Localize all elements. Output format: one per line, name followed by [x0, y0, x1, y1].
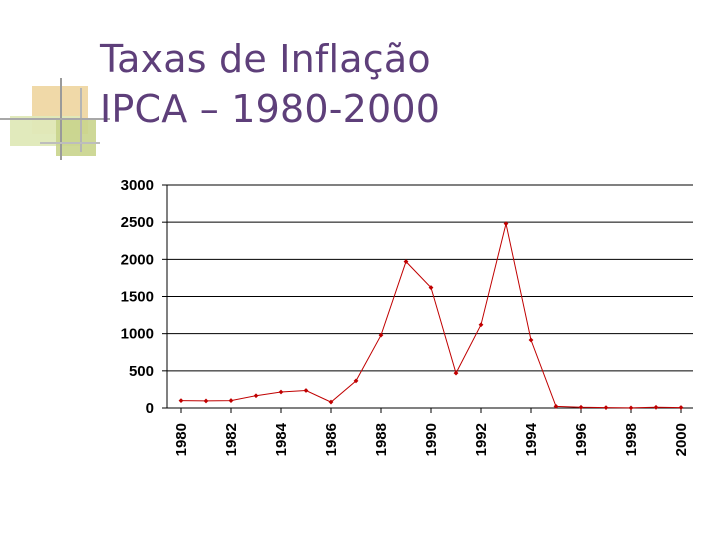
data-point-2000 [678, 405, 684, 410]
decor-horizontal-line-2 [40, 142, 100, 144]
decor-horizontal-line [0, 118, 110, 120]
data-point-1983 [253, 393, 259, 399]
slide-title: Taxas de Inflação IPCA – 1980-2000 [100, 34, 440, 134]
data-point-1988 [378, 332, 384, 338]
x-tick-label-1990: 1990 [423, 423, 440, 456]
slide-title-line-2: IPCA – 1980-2000 [100, 87, 441, 131]
x-tick-labels: 1980 1982 1984 1986 1988 1990 1992 1994 1996 1998… [173, 422, 690, 456]
data-point-1997 [603, 405, 609, 411]
data-point-1991 [453, 370, 459, 376]
data-point-1996 [578, 404, 584, 410]
x-tick-label-1984: 1984 [273, 422, 290, 456]
x-tick-label-1986: 1986 [323, 423, 340, 456]
x-tick-label-1996: 1996 [573, 423, 590, 456]
y-tick-label-0: 0 [146, 400, 154, 417]
slide-title-line-1: Taxas de Inflação [100, 37, 431, 81]
y-tick-label-3000: 3000 [121, 177, 154, 194]
series-line-ipca [180, 223, 682, 409]
x-tick-label-1980: 1980 [173, 423, 190, 456]
data-point-1992 [478, 322, 484, 328]
data-point-1998 [628, 405, 634, 411]
x-tick-label-1982: 1982 [223, 423, 240, 456]
series-ipca [178, 221, 684, 411]
data-point-1993 [503, 221, 509, 227]
data-point-1995 [553, 403, 559, 409]
y-tick-label-500: 500 [129, 363, 154, 380]
data-point-1981 [203, 398, 209, 404]
x-tick-label-1988: 1988 [373, 423, 390, 456]
data-point-1987 [353, 378, 359, 384]
x-tick-label-1992: 1992 [473, 423, 490, 456]
y-tick-label-2500: 2500 [121, 214, 154, 231]
data-point-1999 [653, 404, 659, 410]
x-tick-label-1994: 1994 [523, 422, 540, 456]
y-tick-label-2000: 2000 [121, 251, 154, 268]
x-tick-label-1998: 1998 [623, 423, 640, 456]
data-point-1994 [528, 337, 534, 343]
data-point-1989 [403, 259, 409, 264]
data-point-1982 [228, 398, 234, 403]
gridlines [167, 184, 693, 372]
data-point-1986 [328, 399, 334, 405]
decor-vertical-line-2 [80, 88, 82, 152]
data-point-1990 [428, 285, 434, 290]
y-tick-labels: 0 500 1000 1500 2000 2500 3000 [121, 177, 154, 417]
y-tick-label-1000: 1000 [121, 326, 154, 343]
x-tick-label-2000: 2000 [673, 423, 690, 456]
data-point-1985 [303, 388, 309, 393]
data-point-1984 [278, 389, 284, 395]
decor-square-olive [56, 118, 96, 156]
axes [162, 184, 693, 413]
data-point-1980 [178, 398, 184, 404]
y-tick-label-1500: 1500 [121, 289, 154, 306]
